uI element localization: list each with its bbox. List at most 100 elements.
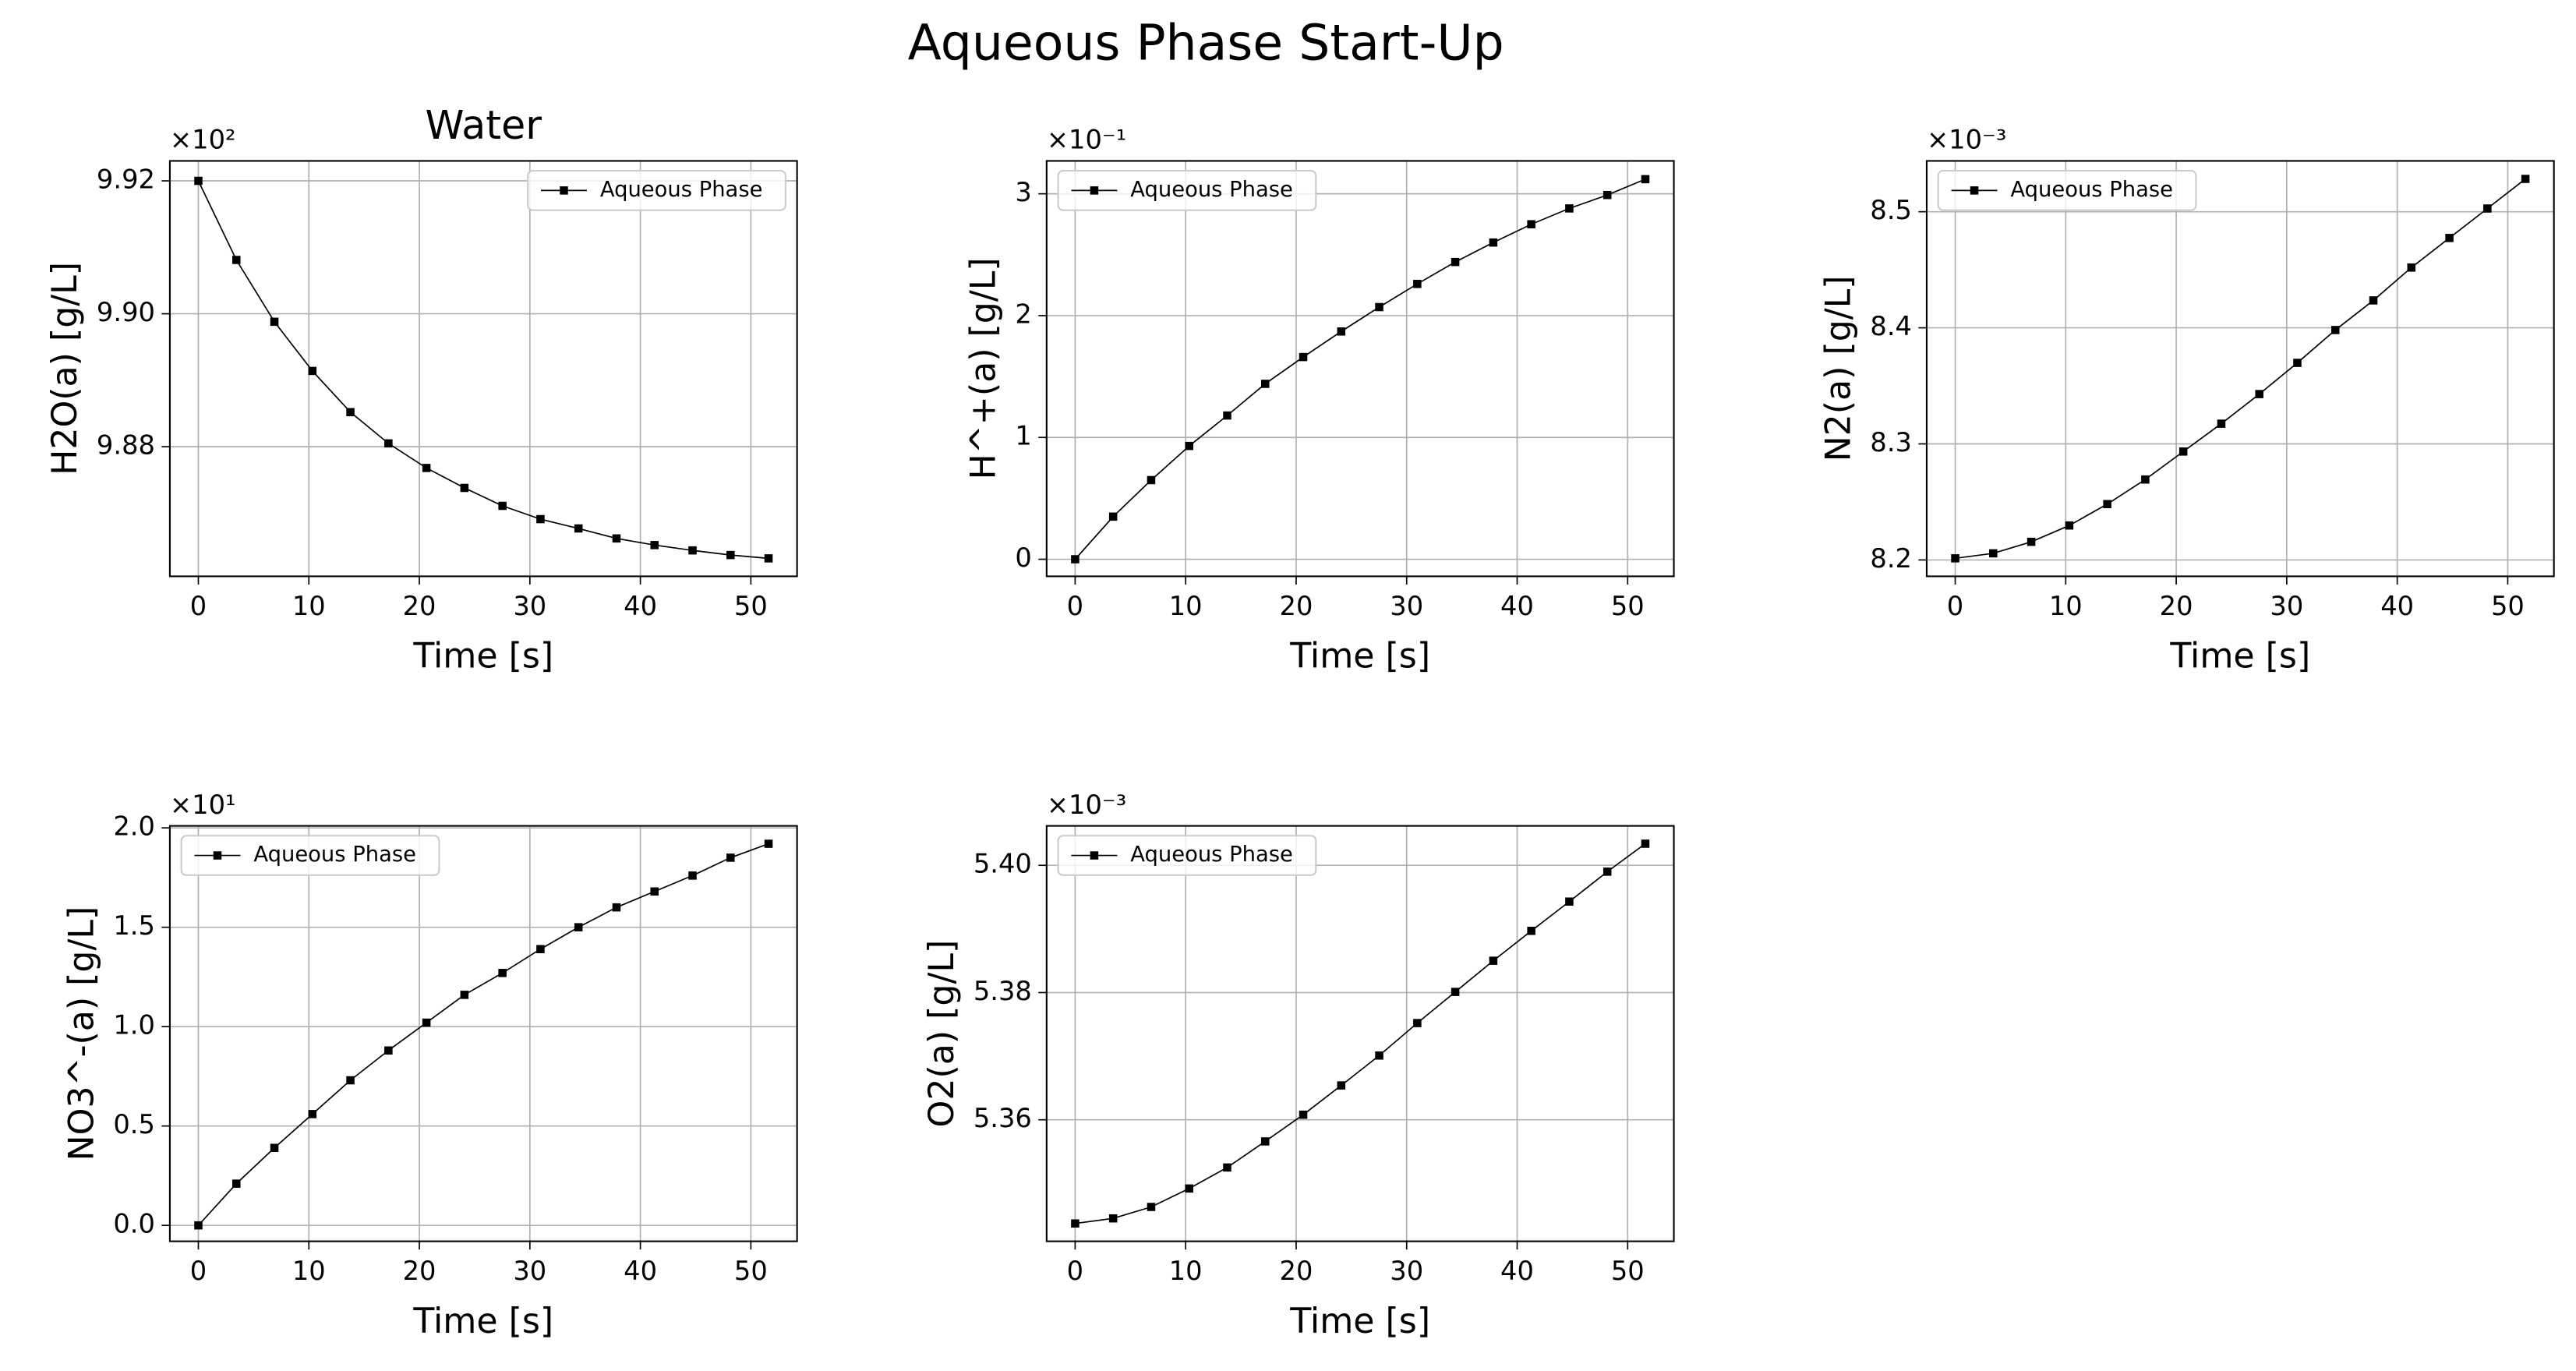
- data-point: [612, 903, 621, 912]
- data-point: [2407, 263, 2416, 272]
- data-point: [384, 1046, 393, 1055]
- y-tick-label: 1.0: [113, 1010, 155, 1041]
- axes-frame: [1045, 160, 1675, 578]
- data-point: [422, 464, 431, 472]
- data-point: [574, 524, 583, 533]
- y-tick-label: 8.5: [1870, 195, 1912, 225]
- series-line: [1074, 178, 1646, 560]
- y-tick-label: 5.36: [974, 1103, 1032, 1133]
- y-tick-label: 8.4: [1870, 311, 1912, 341]
- data-point: [2178, 447, 2188, 456]
- offset-label: ×10⁻³: [1927, 125, 2006, 155]
- offset-label: ×10¹: [170, 790, 236, 820]
- x-tick-label: 30: [2270, 591, 2303, 621]
- legend-label: Aqueous Phase: [1130, 178, 1293, 202]
- data-point: [2103, 500, 2111, 509]
- data-point: [1185, 441, 1193, 451]
- data-point: [194, 176, 203, 186]
- legend-marker: [1090, 186, 1099, 195]
- data-point: [1602, 190, 1612, 200]
- y-tick-label: 0.0: [113, 1209, 155, 1239]
- axes-frame: [168, 825, 798, 1242]
- x-axis-label: Time [s]: [1289, 1302, 1430, 1341]
- data-point: [384, 439, 393, 448]
- data-point: [2330, 326, 2340, 334]
- x-tick-label: 50: [734, 591, 768, 621]
- legend-box: [1937, 170, 2197, 211]
- data-point: [308, 366, 317, 376]
- x-tick-label: 10: [292, 591, 326, 621]
- x-tick-label: 40: [1500, 591, 1534, 621]
- y-tick-label: 0: [1015, 542, 1031, 573]
- data-point: [270, 317, 279, 327]
- data-point: [1071, 1219, 1080, 1228]
- x-tick-label: 20: [1280, 591, 1313, 621]
- data-point: [270, 1143, 279, 1152]
- x-tick-label: 30: [513, 591, 546, 621]
- data-point: [460, 991, 469, 999]
- x-axis-label: Time [s]: [412, 1302, 553, 1341]
- y-tick-label: 9.88: [97, 430, 155, 461]
- data-point: [2483, 204, 2492, 213]
- data-point: [1641, 175, 1650, 184]
- data-point: [612, 534, 621, 543]
- y-tick-label: 1.5: [113, 910, 155, 941]
- data-point: [1108, 1214, 1118, 1223]
- data-point: [764, 839, 773, 848]
- y-tick-label: 9.92: [97, 164, 155, 195]
- y-axis-label: NO3^-(a) [g/L]: [62, 906, 101, 1161]
- data-point: [1260, 380, 1270, 388]
- x-tick-label: 20: [403, 591, 436, 621]
- subplot-title: Water: [426, 102, 542, 148]
- subplot: 0 10 20 30 40 50 8.2 8.3 8.4 8.5 Aqueous Phase Time…: [1819, 125, 2555, 677]
- y-tick-label: 0.5: [113, 1109, 155, 1140]
- x-tick-label: 50: [1611, 591, 1645, 621]
- data-point: [2445, 234, 2454, 242]
- data-point: [1299, 1110, 1308, 1119]
- legend: Aqueous Phase: [1057, 835, 1317, 876]
- x-tick-label: 0: [1067, 1256, 1083, 1286]
- legend: Aqueous Phase: [527, 170, 786, 211]
- data-point: [1413, 1019, 1422, 1027]
- series-line: [197, 180, 769, 560]
- y-tick-label: 1: [1015, 421, 1031, 451]
- data-point: [2065, 521, 2074, 530]
- data-point: [231, 1179, 241, 1188]
- x-tick-label: 0: [1947, 591, 1963, 621]
- data-point: [1147, 1203, 1156, 1211]
- legend-box: [1057, 835, 1317, 876]
- data-point: [1147, 475, 1156, 485]
- data-point: [346, 408, 355, 417]
- y-tick-label: 2.0: [113, 811, 155, 842]
- legend-label: Aqueous Phase: [253, 843, 416, 867]
- data-point: [1602, 867, 1612, 876]
- x-tick-label: 0: [190, 1256, 207, 1286]
- x-tick-label: 50: [2491, 591, 2525, 621]
- data-point: [1260, 1137, 1270, 1146]
- x-tick-label: 30: [1390, 1256, 1423, 1286]
- subplot: 0 10 20 30 40 50 5.36 5.38 5.40 Aqueous Phase Time…: [922, 790, 1675, 1341]
- data-point: [726, 550, 735, 560]
- legend-marker: [213, 851, 222, 860]
- data-point: [2521, 175, 2530, 183]
- x-tick-label: 10: [292, 1256, 326, 1286]
- y-tick-label: 8.2: [1870, 543, 1912, 574]
- legend-marker: [560, 186, 568, 195]
- legend-label: Aqueous Phase: [600, 178, 763, 202]
- y-tick-label: 9.90: [97, 297, 155, 327]
- data-point: [498, 969, 507, 977]
- series-line: [1075, 843, 1646, 1224]
- data-point: [1071, 555, 1080, 564]
- data-point: [1108, 512, 1118, 521]
- data-point: [1641, 839, 1650, 848]
- x-tick-label: 20: [2160, 591, 2193, 621]
- subplot: 0 10 20 30 40 50 0.0 0.5 1.0 1.5 2.0 Aqueous Phase T…: [62, 790, 798, 1341]
- offset-label: ×10⁻¹: [1047, 125, 1126, 155]
- data-point: [688, 546, 697, 555]
- data-point: [1951, 554, 1959, 563]
- data-point: [1451, 988, 1460, 996]
- data-point: [1565, 204, 1574, 213]
- figure-title: Aqueous Phase Start-Up: [908, 14, 1504, 72]
- data-point: [2293, 359, 2302, 367]
